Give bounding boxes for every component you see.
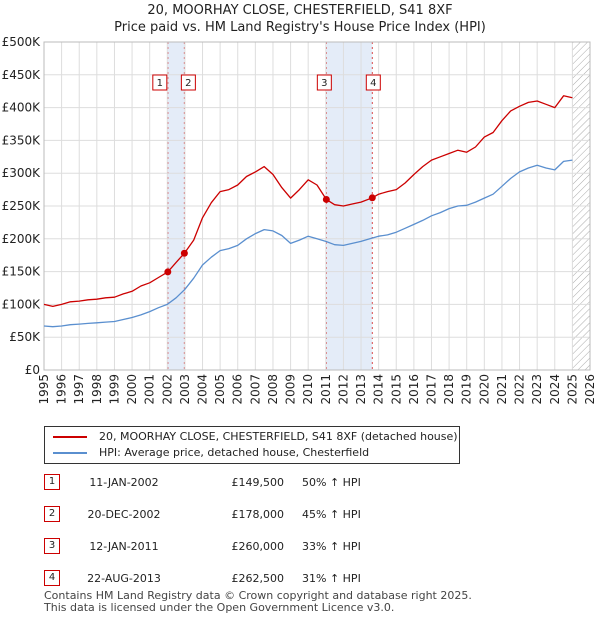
chart-subtitle: Price paid vs. HM Land Registry's House …	[114, 20, 486, 35]
footer: Contains HM Land Registry data © Crown c…	[44, 590, 472, 614]
y-tick-label: £250K	[2, 199, 42, 213]
x-tick-label: 2018	[442, 374, 456, 405]
x-tick-label: 2021	[495, 374, 509, 405]
y-tick-label: £450K	[2, 68, 42, 82]
x-tick-label: 2005	[213, 374, 227, 405]
x-tick-label: 2000	[125, 374, 139, 405]
sale-row: 1 11-JAN-2002 £149,500 50% ↑ HPI	[44, 474, 384, 492]
x-tick-label: 2004	[196, 374, 210, 405]
x-tick-label: 2009	[284, 374, 298, 405]
footer-copyright: Contains HM Land Registry data © Crown c…	[44, 589, 472, 602]
x-tick-label: 2017	[424, 374, 438, 405]
sale-marker-point	[368, 194, 376, 202]
y-tick-label: £0	[25, 363, 40, 377]
x-tick-label: 2014	[372, 374, 386, 405]
sale-hpi-change: 50% ↑ HPI	[302, 476, 361, 489]
sale-marker-badge	[316, 74, 332, 91]
sale-number-badge: 3	[44, 538, 60, 554]
legend-item-property: 20, MOORHAY CLOSE, CHESTERFIELD, S41 8XF…	[53, 429, 458, 445]
legend-swatch-hpi	[53, 452, 87, 454]
sale-date: 11-JAN-2002	[89, 476, 159, 489]
footer-licence: This data is licensed under the Open Gov…	[44, 601, 395, 614]
sale-row: 4 22-AUG-2013 £262,500 31% ↑ HPI	[44, 570, 384, 588]
sale-price: £262,500	[231, 572, 285, 585]
sale-marker-point	[180, 249, 188, 257]
sale-price: £178,000	[231, 508, 285, 521]
x-tick-label: 1995	[37, 374, 51, 405]
sale-marker-label: 1	[157, 78, 163, 89]
x-tick-label: 2001	[143, 374, 157, 405]
property-price-line	[43, 95, 573, 308]
sale-number-badge: 2	[44, 506, 60, 522]
price-chart: £0 £50K £100K £150K £200K £250K £300K £350K £400…	[2, 35, 597, 405]
y-tick-label: £200K	[2, 232, 42, 246]
sale-marker-label: 4	[370, 78, 376, 89]
y-tick-label: £400K	[2, 101, 42, 115]
sale-row: 3 12-JAN-2011 £260,000 33% ↑ HPI	[44, 538, 384, 556]
x-tick-label: 2019	[460, 374, 474, 405]
sale-marker-label: 2	[185, 78, 191, 89]
x-tick-label: 2023	[530, 374, 544, 405]
sale-marker-badge	[365, 74, 381, 91]
y-tick-label: £350K	[2, 133, 42, 147]
x-tick-label: 2008	[266, 374, 280, 405]
sale-hpi-change: 31% ↑ HPI	[302, 572, 361, 585]
y-tick-label: £500K	[2, 35, 42, 49]
sale-marker-label: 3	[321, 78, 327, 89]
sale-date: 20-DEC-2002	[87, 508, 161, 521]
legend-label-hpi: HPI: Average price, detached house, Ches…	[99, 446, 370, 459]
sale-number-badge: 1	[44, 474, 60, 490]
x-tick-label: 1997	[72, 374, 86, 405]
sale-marker-point	[164, 268, 172, 276]
sale-date: 12-JAN-2011	[89, 540, 159, 553]
x-tick-label: 2003	[178, 374, 192, 405]
hpi-line	[43, 159, 573, 328]
chart-title: 20, MOORHAY CLOSE, CHESTERFIELD, S41 8XF	[147, 3, 453, 18]
x-tick-label: 2013	[354, 374, 368, 405]
x-tick-label: 2011	[319, 374, 333, 405]
sale-row: 2 20-DEC-2002 £178,000 45% ↑ HPI	[44, 506, 384, 524]
plot-border	[43, 41, 591, 371]
legend-item-hpi: HPI: Average price, detached house, Ches…	[53, 445, 369, 461]
sale-hpi-change: 45% ↑ HPI	[302, 508, 361, 521]
x-tick-label: 2022	[513, 374, 527, 405]
x-tick-label: 2015	[389, 374, 403, 405]
sale-number-badge: 4	[44, 570, 60, 586]
x-tick-label: 2007	[248, 374, 262, 405]
y-tick-label: £300K	[2, 166, 42, 180]
y-tick-label: £150K	[2, 265, 42, 279]
sale-hpi-change: 33% ↑ HPI	[302, 540, 361, 553]
x-tick-label: 2020	[477, 374, 491, 405]
legend-swatch-property	[53, 436, 87, 438]
legend-label-property: 20, MOORHAY CLOSE, CHESTERFIELD, S41 8XF…	[99, 430, 458, 443]
x-tick-label: 1998	[90, 374, 104, 405]
x-tick-label: 2025	[565, 374, 579, 405]
y-tick-label: £50K	[9, 330, 41, 344]
chart-legend: 20, MOORHAY CLOSE, CHESTERFIELD, S41 8XF…	[44, 426, 460, 464]
x-tick-label: 2026	[583, 374, 597, 405]
x-tick-label: 1999	[107, 374, 121, 405]
sale-marker-point	[322, 195, 330, 203]
x-tick-label: 2016	[407, 374, 421, 405]
sale-price: £149,500	[231, 476, 285, 489]
x-tick-label: 2006	[231, 374, 245, 405]
x-tick-label: 2010	[301, 374, 315, 405]
x-tick-label: 2002	[160, 374, 174, 405]
y-tick-label: £100K	[2, 297, 42, 311]
x-tick-label: 2012	[336, 374, 350, 405]
sale-date: 22-AUG-2013	[87, 572, 161, 585]
sale-price: £260,000	[231, 540, 285, 553]
sale-marker-badge	[152, 74, 168, 91]
sale-marker-badge	[180, 74, 196, 91]
x-tick-label: 1996	[55, 374, 69, 405]
x-tick-label: 2024	[548, 374, 562, 405]
